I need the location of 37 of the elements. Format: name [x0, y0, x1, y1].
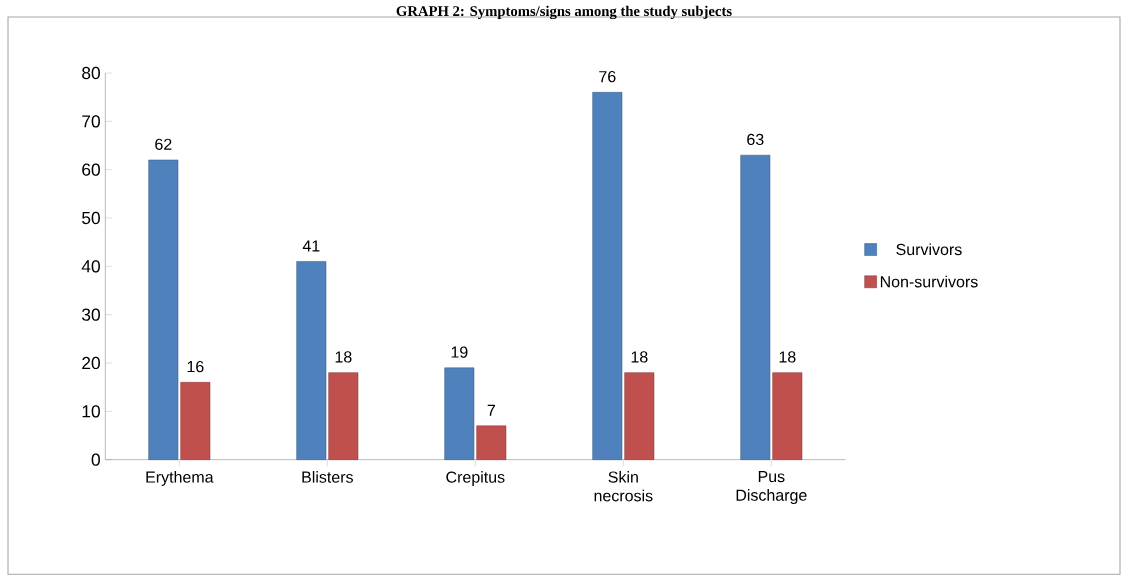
- data-label: 62: [155, 138, 172, 150]
- bar: [180, 382, 211, 460]
- x-tick-label: Pus Discharge: [736, 471, 807, 505]
- y-tick-label: 50: [82, 211, 100, 225]
- x-tick-label: Erythema: [146, 471, 214, 486]
- data-label: 18: [631, 351, 648, 363]
- data-label: 18: [335, 351, 352, 363]
- legend-label: Survivors: [896, 243, 962, 256]
- y-tick-label: 40: [81, 260, 100, 273]
- y-tick-label: 0: [91, 453, 100, 466]
- y-tick-label: 60: [82, 163, 100, 176]
- x-tick-label: Skin necrosis: [594, 471, 653, 502]
- bar: [740, 154, 771, 460]
- bar: [772, 372, 803, 460]
- data-label: 41: [302, 240, 320, 252]
- data-label: 19: [451, 346, 468, 358]
- bar: [328, 372, 359, 460]
- data-label: 63: [747, 133, 764, 146]
- data-label: 76: [599, 70, 616, 83]
- x-tick-label: Crepitus: [446, 471, 505, 486]
- bar: [444, 367, 475, 460]
- chart-title: GRAPH 2: Symptoms/signs among the study subjects: [396, 5, 732, 20]
- y-tick-label: 10: [82, 405, 100, 418]
- y-tick-label: 30: [82, 308, 100, 321]
- bar: [476, 425, 507, 460]
- data-label: 18: [779, 351, 796, 363]
- data-label: 16: [187, 360, 204, 373]
- y-tick-label: 70: [82, 115, 100, 128]
- x-tick-label: Blisters: [302, 471, 353, 483]
- bar: [592, 92, 623, 460]
- data-label: 7: [487, 404, 495, 416]
- bar: [296, 261, 327, 460]
- bar: [148, 159, 179, 460]
- y-tick-label: 20: [82, 356, 100, 370]
- y-tick-label: 80: [82, 66, 100, 80]
- bar: [624, 372, 655, 460]
- legend-label: Non-survivors: [880, 275, 978, 288]
